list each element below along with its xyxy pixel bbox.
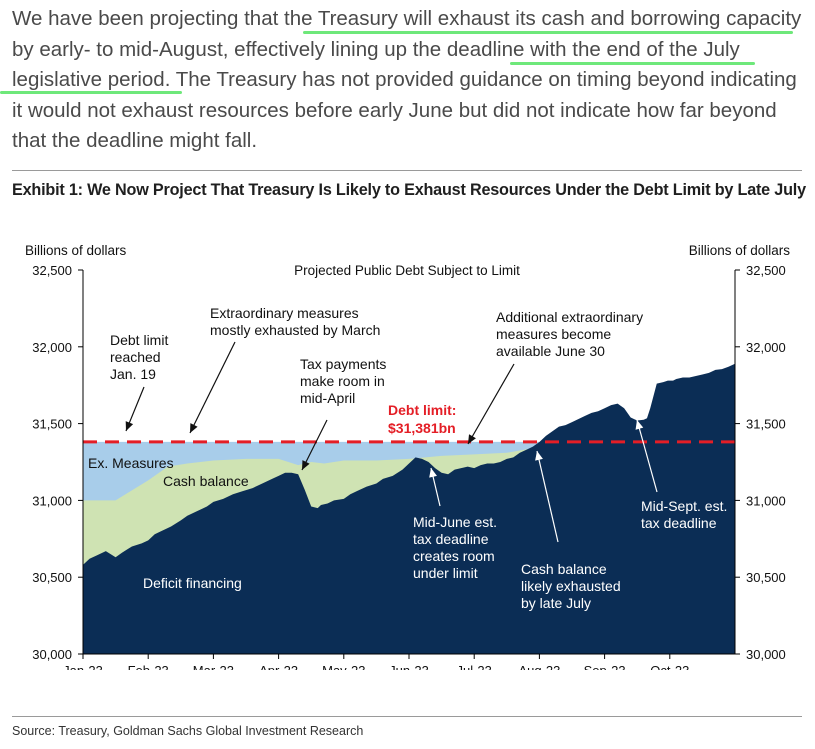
highlight-underline [0,91,182,94]
y-tick-label-right: 31,500 [746,417,786,432]
series-area-deficit-financing [83,363,735,654]
annotation-arrowhead [302,460,310,470]
y-axis-label-right: Billions of dollars [689,243,791,258]
x-tick-label: Jul-23 [456,663,491,670]
y-tick-label-right: 32,500 [746,263,786,278]
annotation-text: Cash balance [521,561,607,577]
divider [12,170,802,171]
annotation-text: likely exhausted [521,578,621,594]
x-tick-label: Feb-23 [128,663,169,670]
y-tick-label-left: 31,500 [32,417,72,432]
intro-paragraph: We have been projecting that the Treasur… [12,7,802,152]
source-note: Source: Treasury, Goldman Sachs Global I… [12,724,364,738]
annotation-text: Additional extraordinary [496,309,643,325]
annotation-text: measures become [496,326,611,342]
annotation-text: Mid-June est. [413,514,497,530]
annotation-text: make room in [300,373,385,389]
debt-limit-value-label: $31,381bn [388,420,456,436]
x-tick-label: Oct-23 [650,663,689,670]
area-label-ex-measures: Ex. Measures [88,455,174,471]
annotation-arrowhead [190,423,198,433]
annotation-arrowhead [125,421,134,431]
annotation-text: under limit [413,565,478,581]
area-label-deficit-financing: Deficit financing [143,575,242,591]
annotation-arrow [189,341,236,434]
exhibit-title: Exhibit 1: We Now Project That Treasury … [12,181,806,199]
debt-limit-label: Debt limit: [388,402,456,418]
annotation-text: Mid-Sept. est. [641,498,727,514]
x-tick-label: Jan-23 [63,663,103,670]
annotation-text: tax deadline [413,531,489,547]
area-label-cash-balance: Cash balance [163,473,249,489]
debt-limit-chart: 30,000 30,000 30,500 30,500 31,000 31,000 31,5… [25,243,791,670]
y-tick-label-right: 30,000 [746,647,786,662]
x-tick-label: Sep-23 [584,663,626,670]
chart-title: Projected Public Debt Subject to Limit [294,263,520,278]
annotation-text: Extraordinary measures [210,305,359,321]
y-tick-label-right: 32,000 [746,340,786,355]
annotation-text: Debt limit [110,332,168,348]
y-tick-label-left: 30,000 [32,647,72,662]
annotation-text: mostly exhausted by March [210,322,380,338]
annotation-text: tax deadline [641,515,717,531]
annotation-text: Tax payments [300,356,386,372]
x-tick-label: Jun-23 [389,663,429,670]
x-tick-label: Aug-23 [518,663,560,670]
annotation-arrow [467,363,515,445]
annotation-arrow [536,450,559,543]
x-tick-label: Mar-23 [193,663,234,670]
annotation-arrowhead [635,420,644,430]
divider [12,716,802,717]
highlight-underline [303,31,793,34]
annotation-arrowhead [429,468,437,478]
y-tick-label-left: 32,500 [32,263,72,278]
annotation-text: by late July [521,595,591,611]
annotation-text: mid-April [300,390,355,406]
y-axis-label-left: Billions of dollars [25,243,127,258]
annotation-arrowhead [535,451,543,461]
x-tick-label: Apr-23 [259,663,298,670]
annotation-arrow [636,419,658,493]
x-tick-label: May-23 [322,663,365,670]
annotation-text: Jan. 19 [110,366,156,382]
annotation-arrow [301,419,328,471]
annotation-text: available June 30 [496,343,605,359]
y-tick-label-left: 31,000 [32,493,72,508]
y-tick-label-right: 31,000 [746,493,786,508]
highlight-underline [510,62,755,65]
annotation-arrowhead [468,434,476,444]
annotation-text: reached [110,349,161,365]
y-tick-label-left: 30,500 [32,570,72,585]
y-tick-label-left: 32,000 [32,340,72,355]
y-tick-label-right: 30,500 [746,570,786,585]
annotation-text: creates room [413,548,495,564]
